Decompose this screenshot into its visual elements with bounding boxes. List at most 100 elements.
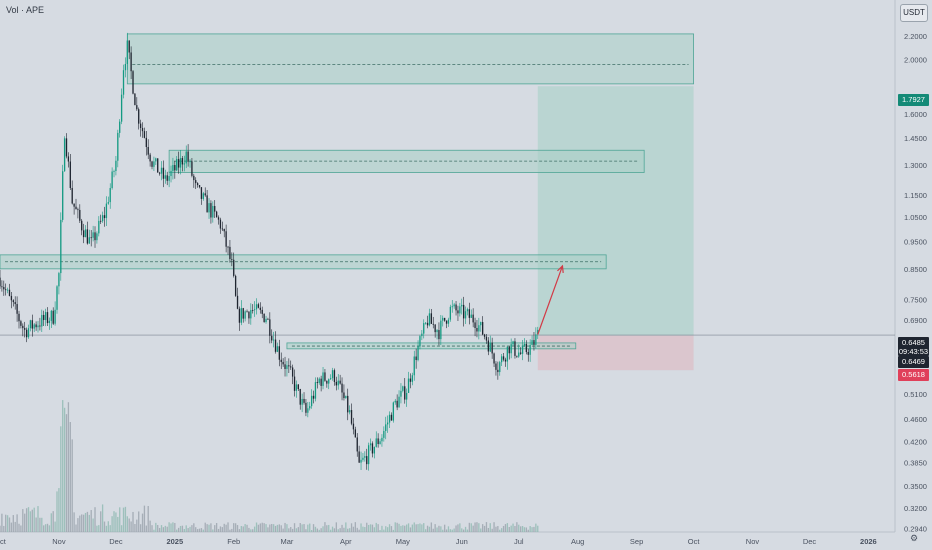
candle-body: [62, 171, 64, 220]
price-tick-label: 1.6000: [904, 110, 927, 119]
volume-bar: [362, 526, 364, 532]
volume-bar: [502, 525, 505, 532]
candle-body: [149, 154, 151, 162]
volume-bar: [335, 522, 338, 532]
volume-bar: [227, 522, 229, 532]
candle-body: [502, 356, 505, 360]
candle-body: [120, 94, 123, 122]
volume-bar: [301, 524, 303, 532]
volume-bar: [174, 522, 176, 532]
volume-bar: [320, 528, 322, 532]
candle-body: [491, 342, 493, 354]
volume-bar: [92, 518, 94, 532]
candle-body: [29, 320, 32, 329]
volume-bar: [337, 529, 339, 532]
volume-bar: [69, 422, 71, 532]
candle-body: [518, 352, 520, 357]
volume-bar: [253, 526, 256, 532]
candle-body: [508, 346, 510, 354]
candle-body: [531, 340, 533, 345]
volume-bar: [495, 526, 497, 532]
volume-bar: [442, 529, 444, 532]
volume-bar: [383, 529, 385, 532]
volume-bar: [101, 504, 104, 532]
candle-body: [535, 334, 537, 345]
volume-bar: [375, 522, 377, 532]
volume-bar: [322, 526, 324, 532]
candle-body: [326, 380, 328, 384]
candle-body: [267, 318, 269, 320]
volume-bar: [100, 511, 102, 532]
symbol-legend[interactable]: Vol · APE: [6, 5, 45, 15]
candle-body: [506, 346, 509, 362]
volume-bar: [196, 529, 199, 532]
price-tick-label: 0.5100: [904, 390, 927, 399]
volume-bar: [504, 524, 507, 532]
candle-body: [198, 185, 201, 188]
volume-bar: [63, 407, 66, 532]
zone-box: [286, 342, 577, 350]
currency-selector-button[interactable]: USDT: [900, 4, 928, 22]
volume-bar: [419, 523, 421, 532]
volume-bar: [22, 509, 24, 532]
volume-bar: [130, 521, 132, 532]
candle-body: [316, 382, 319, 384]
candle-body: [413, 356, 415, 376]
volume-bar: [405, 524, 408, 532]
candle-body: [117, 132, 119, 161]
volume-bar: [314, 526, 317, 532]
candle-body: [67, 156, 70, 162]
candle-body: [139, 123, 142, 128]
candle-body: [147, 147, 149, 155]
volume-bar: [423, 523, 425, 532]
volume-bar: [126, 516, 128, 532]
volume-bar: [352, 526, 355, 532]
volume-bar: [120, 525, 123, 532]
volume-bar: [394, 522, 396, 532]
candle-body: [31, 320, 33, 329]
volume-bar: [214, 525, 216, 532]
volume-bar: [480, 528, 482, 532]
volume-bar: [284, 522, 286, 532]
candle-body: [189, 161, 191, 163]
volume-bar: [440, 526, 442, 532]
volume-bar: [366, 522, 368, 532]
candle-body: [162, 167, 165, 179]
candle-body: [348, 410, 351, 413]
volume-bar: [274, 525, 277, 532]
axis-settings-icon[interactable]: ⚙: [909, 533, 919, 543]
volume-bar: [518, 524, 520, 532]
volume-bar: [62, 400, 64, 532]
time-tick-label: Nov: [746, 537, 760, 546]
volume-bar: [71, 439, 73, 532]
candle-body: [369, 443, 372, 446]
volume-bar: [145, 525, 147, 532]
candle-body: [200, 187, 203, 199]
volume-bar: [421, 524, 423, 532]
candle-body: [234, 275, 237, 296]
candle-body: [3, 287, 5, 290]
candle-body: [244, 311, 246, 319]
volume-bar: [299, 523, 301, 532]
volume-bar: [240, 525, 242, 532]
candle-body: [476, 328, 478, 332]
price-tick-label: 0.3850: [904, 459, 927, 468]
candle-body: [523, 344, 526, 346]
volume-bar: [223, 523, 225, 532]
candle-body: [295, 384, 298, 391]
price-tick-label: 1.4500: [904, 134, 927, 143]
candle-body: [432, 323, 434, 325]
volume-bar: [377, 524, 379, 532]
volume-bar: [124, 506, 127, 532]
volume-bar: [415, 524, 417, 532]
candle-body: [111, 171, 113, 189]
candle-body: [276, 346, 279, 352]
candle-body: [128, 40, 130, 53]
volume-bar: [472, 525, 474, 532]
volume-bar: [65, 414, 68, 532]
volume-bar: [46, 523, 49, 532]
volume-bar: [263, 523, 265, 532]
volume-bar: [303, 524, 305, 532]
candle-body: [462, 304, 465, 319]
